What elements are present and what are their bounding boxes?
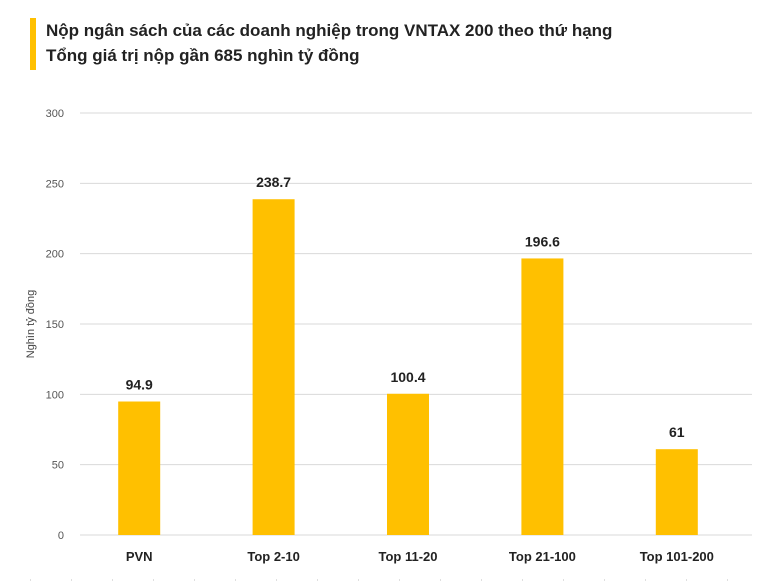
category-label-0: PVN: [126, 549, 153, 564]
data-label-2: 100.4: [390, 369, 425, 385]
category-label-1: Top 2-10: [247, 549, 300, 564]
y-tick-label: 50: [52, 460, 64, 472]
data-label-1: 238.7: [256, 174, 291, 190]
category-label-4: Top 101-200: [640, 549, 714, 564]
y-tick-label: 250: [46, 178, 64, 190]
category-label-3: Top 21-100: [509, 549, 576, 564]
data-label-3: 196.6: [525, 233, 560, 249]
y-tick-label: 150: [46, 319, 64, 331]
bar-2: [387, 393, 429, 535]
bar-4: [655, 449, 698, 535]
y-tick-label: 200: [46, 249, 64, 261]
data-labels: 94.9 238.7 100.4 196.6 61: [126, 174, 685, 440]
y-tick-label: 0: [58, 530, 64, 542]
bar-1: [252, 199, 295, 535]
y-axis-ticks: 0 50 100 150 200 250 300: [46, 108, 64, 542]
bar-0: [118, 401, 161, 535]
category-label-2: Top 11-20: [378, 549, 437, 564]
chart-title-block: Nộp ngân sách của các doanh nghiệp trong…: [30, 18, 612, 70]
bar-3: [521, 258, 564, 535]
data-label-4: 61: [669, 424, 685, 440]
chart-subtitle: Tổng giá trị nộp gần 685 nghìn tỷ đồng: [46, 46, 360, 65]
y-tick-label: 300: [46, 108, 64, 120]
y-axis-title: Nghìn tỷ đồng: [25, 290, 37, 359]
chart-title: Nộp ngân sách của các doanh nghiệp trong…: [46, 21, 613, 40]
y-tick-label: 100: [46, 389, 64, 401]
category-labels: PVN Top 2-10 Top 11-20 Top 21-100 Top 101-20…: [126, 549, 714, 564]
data-label-0: 94.9: [126, 377, 153, 393]
bars: [118, 199, 698, 535]
